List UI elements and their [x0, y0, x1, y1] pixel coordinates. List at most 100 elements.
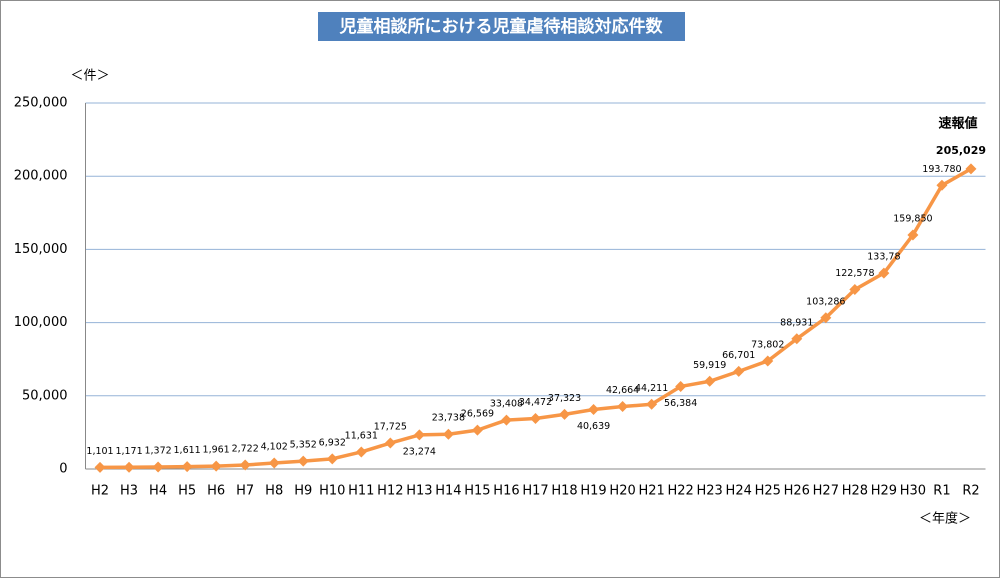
y-tick-label: 200,000	[14, 169, 68, 184]
data-label: 42,664	[606, 385, 639, 396]
data-point	[733, 365, 745, 377]
data-point	[355, 446, 367, 458]
data-point	[210, 460, 222, 472]
x-tick-label: H30	[900, 484, 926, 499]
data-label: 66,701	[722, 350, 755, 361]
x-tick-label: H7	[236, 484, 254, 499]
x-tick-label: H2	[91, 484, 109, 499]
x-tick-label: H15	[464, 484, 490, 499]
data-label: 1,372	[144, 445, 171, 456]
x-tick-label: H26	[784, 484, 810, 499]
data-point	[907, 229, 919, 241]
data-label: 26,569	[461, 409, 494, 420]
x-tick-label: H10	[319, 484, 345, 499]
x-tick-label: H5	[178, 484, 196, 499]
y-tick-label: 100,000	[14, 315, 68, 330]
x-tick-label: H24	[726, 484, 752, 499]
data-label: 23,738	[432, 413, 465, 424]
data-point	[239, 459, 251, 471]
annotation: 速報値	[938, 116, 977, 132]
data-point	[94, 461, 106, 473]
data-label: 1,171	[115, 446, 142, 457]
data-point	[442, 428, 454, 440]
x-tick-label: H21	[638, 484, 664, 499]
y-tick-label: 250,000	[14, 96, 68, 111]
data-point	[471, 424, 483, 436]
x-tick-label: H28	[842, 484, 868, 499]
data-label: 73,802	[751, 339, 784, 350]
x-tick-label: H16	[493, 484, 519, 499]
x-tick-label: H9	[294, 484, 312, 499]
data-label: 23,274	[403, 446, 436, 457]
data-label: 1,961	[203, 445, 230, 456]
data-point	[617, 401, 629, 413]
data-label: 11,631	[345, 430, 378, 441]
data-point	[936, 179, 948, 191]
x-tick-label: H12	[377, 484, 403, 499]
data-label: 2,722	[232, 444, 259, 455]
x-tick-label: R1	[933, 484, 950, 499]
data-point	[413, 429, 425, 441]
y-tick-label: 150,000	[14, 242, 68, 257]
x-tick-label: H29	[871, 484, 897, 499]
data-point	[530, 413, 541, 425]
x-tick-label: H27	[813, 484, 839, 499]
x-tick-label: H17	[522, 484, 548, 499]
x-tick-label: H11	[348, 484, 374, 499]
x-unit: ＜年度＞	[919, 511, 971, 527]
data-label: 56,384	[664, 398, 697, 409]
data-label: 103,286	[806, 296, 845, 307]
data-label: 44,211	[635, 383, 668, 394]
data-label: 193.780	[922, 164, 961, 175]
chart-title: 児童相談所における児童虐待相談対応件数	[339, 16, 664, 37]
data-point	[559, 408, 571, 420]
data-point	[675, 380, 687, 392]
data-label: 159,850	[893, 213, 932, 224]
data-label: 6,932	[319, 437, 346, 448]
x-tick-label: H19	[580, 484, 606, 499]
data-point	[762, 355, 774, 367]
data-point	[181, 461, 193, 473]
data-label: 34,472	[519, 397, 552, 408]
data-label: 205,029	[936, 144, 986, 157]
data-point	[123, 461, 135, 473]
data-label: 122,578	[835, 268, 874, 279]
data-point	[820, 312, 832, 324]
data-label: 4,102	[261, 441, 288, 452]
y-tick-label: 0	[59, 462, 67, 477]
x-tick-label: H4	[149, 484, 167, 499]
data-point	[849, 284, 861, 296]
data-label: 40,639	[577, 421, 610, 432]
x-tick-label: H3	[120, 484, 138, 499]
data-label: 133,78	[867, 252, 900, 263]
data-label: 88,931	[780, 317, 813, 328]
data-point	[878, 267, 890, 279]
y-unit: ＜件＞	[70, 69, 109, 84]
data-point	[791, 333, 803, 345]
data-label: 5,352	[290, 440, 317, 451]
x-tick-label: H14	[435, 484, 461, 499]
x-tick-label: H23	[697, 484, 723, 499]
x-tick-label: H25	[755, 484, 781, 499]
data-point	[152, 461, 164, 473]
data-point	[326, 453, 338, 465]
data-point	[965, 163, 977, 175]
x-tick-label: H13	[406, 484, 432, 499]
x-tick-label: R2	[962, 484, 979, 499]
title-box	[318, 12, 685, 41]
data-point	[384, 437, 396, 449]
data-point	[588, 404, 600, 416]
x-tick-label: H18	[551, 484, 577, 499]
data-label: 1,101	[86, 446, 113, 457]
data-point	[268, 457, 280, 469]
y-tick-label: 50,000	[22, 388, 68, 403]
data-label: 17,725	[374, 422, 407, 433]
x-tick-label: H8	[265, 484, 283, 499]
data-point	[297, 455, 309, 467]
data-point	[646, 398, 658, 410]
data-label: 33,408	[490, 399, 523, 410]
data-label: 1,611	[174, 445, 201, 456]
